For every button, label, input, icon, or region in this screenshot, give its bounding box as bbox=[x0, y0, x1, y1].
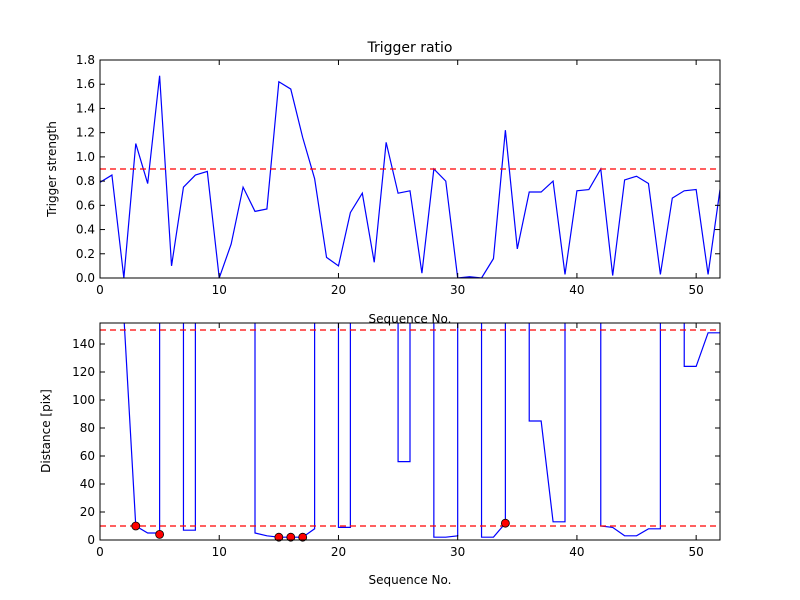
y-tick-label: 1.8 bbox=[76, 53, 95, 67]
data-point bbox=[155, 530, 165, 539]
y-tick-label: 0 bbox=[87, 533, 95, 547]
x-tick-label: 50 bbox=[689, 545, 704, 559]
data-point bbox=[286, 532, 296, 542]
distance-chart: Distance [pix] Sequence No. 0 10 20 30 40 500… bbox=[39, 322, 721, 587]
x-tick-label: 30 bbox=[450, 545, 465, 559]
y-tick-label: 20 bbox=[80, 505, 95, 519]
y-tick-label: 80 bbox=[80, 421, 95, 435]
plot-area: 0 10 20 30 40 50 0.0 0.2 0.4 0.6 0.8 1.0 1.2 1.4 1.6 1.… bbox=[76, 53, 721, 297]
data-point bbox=[500, 518, 510, 528]
y-tick-label: 0.8 bbox=[76, 174, 95, 188]
plot-area: 0 10 20 30 40 50 0 20 40 60 80 100 120 140 bbox=[72, 322, 721, 559]
y-axis-label: Distance [pix] bbox=[39, 389, 53, 473]
x-tick-label: 50 bbox=[689, 283, 704, 297]
y-tick-label: 1.2 bbox=[76, 126, 95, 140]
x-tick-label: 40 bbox=[569, 283, 584, 297]
axes-frame bbox=[99, 322, 721, 541]
y-tick-label: 1.0 bbox=[76, 150, 95, 164]
data-point bbox=[298, 532, 308, 542]
y-tick-label: 100 bbox=[72, 393, 95, 407]
chart-title: Trigger ratio bbox=[366, 40, 452, 56]
y-tick-label: 0.6 bbox=[76, 198, 95, 212]
y-tick-label: 0.2 bbox=[76, 247, 95, 261]
x-tick-label: 40 bbox=[569, 545, 584, 559]
y-tick-label: 60 bbox=[80, 449, 95, 463]
x-tick-label: 30 bbox=[450, 283, 465, 297]
x-tick-label: 0 bbox=[96, 545, 104, 559]
y-tick-label: 40 bbox=[80, 477, 95, 491]
data-point bbox=[274, 532, 284, 542]
x-tick-label: 10 bbox=[212, 545, 227, 559]
y-tick-label: 140 bbox=[72, 337, 95, 351]
x-tick-label: 0 bbox=[96, 283, 104, 297]
data-layer bbox=[100, 323, 720, 538]
data-layer bbox=[100, 75, 720, 278]
x-tick-label: 10 bbox=[212, 283, 227, 297]
x-axis-label: Sequence No. bbox=[369, 573, 452, 587]
y-axis-label: Trigger strength bbox=[45, 121, 59, 218]
y-tick-label: 120 bbox=[72, 365, 95, 379]
series-line bbox=[123, 323, 720, 538]
y-tick-label: 0.4 bbox=[76, 223, 95, 237]
y-tick-label: 1.6 bbox=[76, 77, 95, 91]
data-point bbox=[131, 521, 141, 531]
axes-frame bbox=[99, 59, 721, 279]
x-tick-label: 20 bbox=[331, 545, 346, 559]
x-tick-label: 20 bbox=[331, 283, 346, 297]
y-tick-label: 0.0 bbox=[76, 271, 95, 285]
y-tick-label: 1.4 bbox=[76, 101, 95, 115]
series-line bbox=[100, 75, 720, 278]
